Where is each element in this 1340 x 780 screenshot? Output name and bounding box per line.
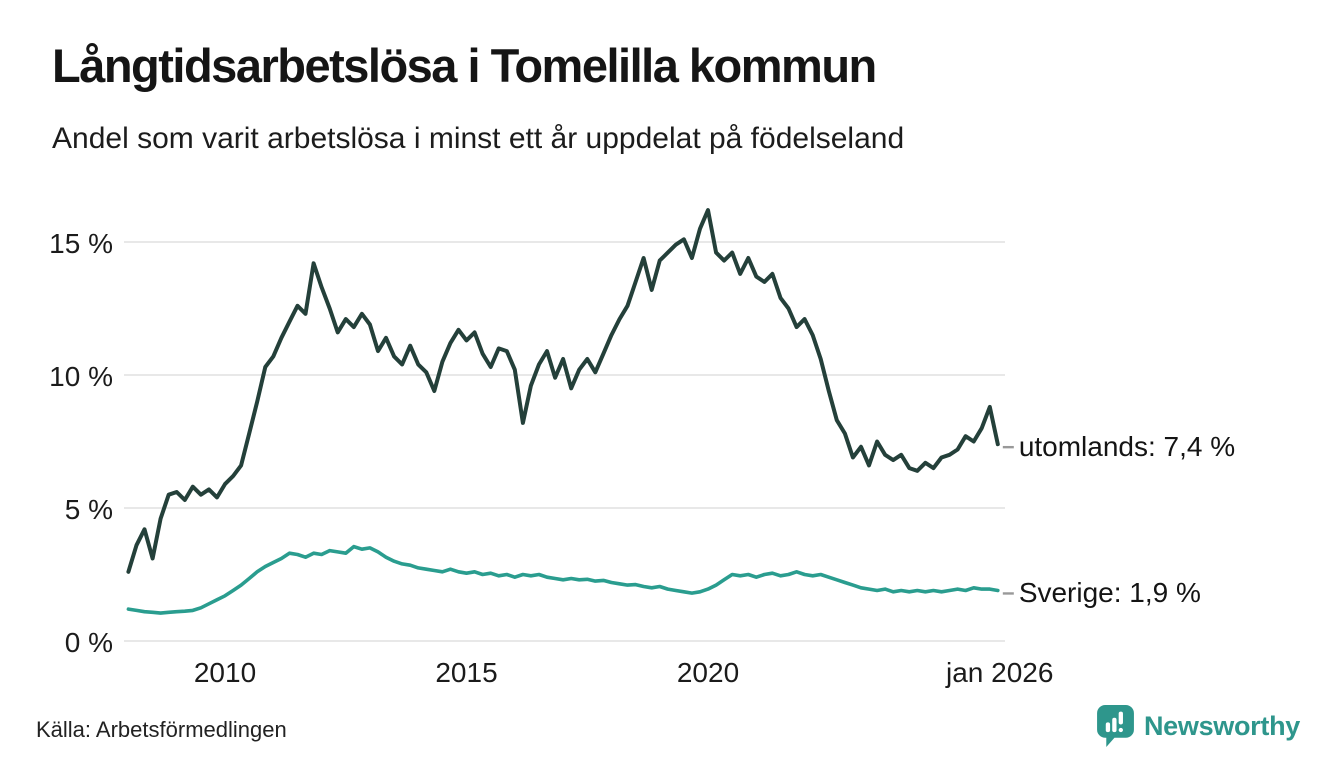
- series-line-utomlands: [126, 208, 1000, 574]
- newsworthy-logo[interactable]: Newsworthy: [1097, 705, 1300, 748]
- newsworthy-icon: [1097, 705, 1134, 747]
- series-end-label-utomlands: utomlands: 7,4 %: [1018, 431, 1236, 463]
- y-tick-label: 10 %: [49, 361, 113, 392]
- x-tick-label: 2015: [435, 657, 498, 688]
- y-tick-label: 15 %: [49, 228, 113, 259]
- chart-subtitle: Andel som varit arbetslösa i minst ett å…: [52, 122, 905, 155]
- y-tick-label: 5 %: [64, 494, 113, 525]
- source-note: Källa: Arbetsförmedlingen: [36, 717, 287, 742]
- x-tick-label: jan 2026: [946, 657, 1054, 688]
- chart-title: Långtidsarbetslösa i Tomelilla kommun: [52, 39, 877, 92]
- newsworthy-wordmark: Newsworthy: [1143, 711, 1300, 741]
- x-tick-label: 2010: [193, 657, 257, 688]
- series-line-Sverige: [126, 544, 1000, 615]
- x-tick-label: 2020: [676, 657, 740, 688]
- y-tick-label: 0 %: [64, 627, 113, 658]
- series-end-label-Sverige: Sverige: 1,9 %: [1018, 577, 1201, 609]
